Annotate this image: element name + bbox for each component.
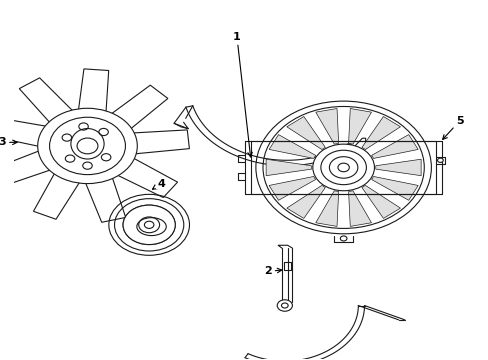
Polygon shape [19, 78, 75, 125]
Polygon shape [286, 117, 325, 149]
Text: 2: 2 [264, 266, 281, 276]
Circle shape [82, 162, 92, 169]
Circle shape [340, 236, 346, 241]
Circle shape [65, 155, 75, 162]
Polygon shape [361, 117, 400, 149]
Circle shape [337, 163, 348, 172]
Circle shape [437, 158, 442, 162]
Polygon shape [348, 108, 371, 144]
Circle shape [38, 108, 137, 184]
Polygon shape [0, 117, 50, 147]
Text: 1: 1 [233, 32, 252, 157]
Circle shape [329, 157, 357, 178]
Text: 4: 4 [152, 179, 164, 189]
Circle shape [139, 217, 159, 233]
Polygon shape [114, 157, 177, 198]
Polygon shape [108, 85, 167, 131]
Polygon shape [0, 149, 54, 187]
Polygon shape [371, 135, 417, 158]
Polygon shape [84, 175, 125, 222]
Circle shape [123, 205, 175, 244]
Circle shape [144, 221, 154, 228]
Circle shape [312, 144, 374, 191]
Polygon shape [315, 108, 338, 144]
Polygon shape [265, 159, 311, 176]
Polygon shape [33, 170, 81, 219]
Circle shape [101, 154, 111, 161]
Circle shape [77, 138, 98, 154]
Polygon shape [129, 130, 189, 154]
Circle shape [99, 129, 108, 136]
Circle shape [277, 300, 292, 311]
Circle shape [320, 150, 366, 185]
Polygon shape [348, 191, 371, 226]
Polygon shape [375, 159, 420, 176]
Polygon shape [268, 135, 315, 158]
Polygon shape [315, 191, 338, 226]
Polygon shape [371, 176, 417, 200]
Polygon shape [268, 176, 315, 200]
Text: 3: 3 [0, 138, 17, 147]
Circle shape [79, 123, 88, 130]
Polygon shape [78, 69, 108, 115]
Circle shape [62, 134, 71, 141]
Polygon shape [361, 185, 400, 219]
Circle shape [281, 303, 287, 308]
Text: 5: 5 [442, 116, 463, 139]
Polygon shape [286, 185, 325, 219]
